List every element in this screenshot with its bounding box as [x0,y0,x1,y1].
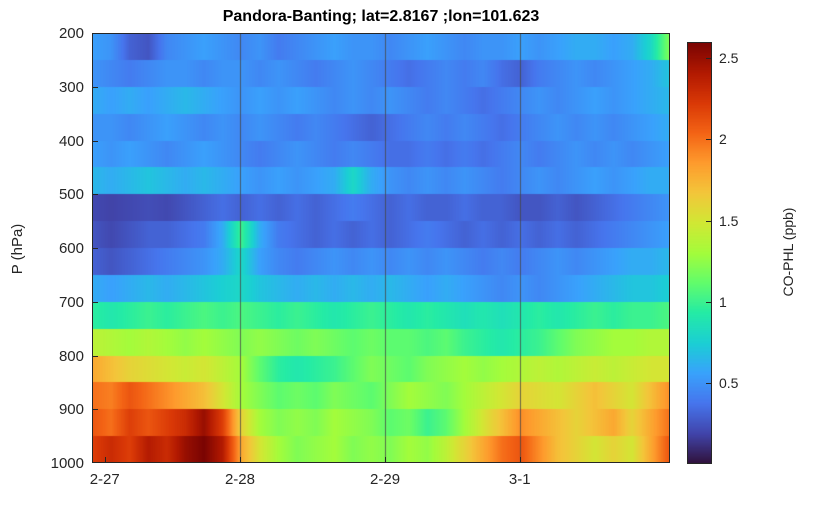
y-tick-mark [93,194,98,196]
chart-title: Pandora-Banting; lat=2.8167 ;lon=101.623 [222,8,540,25]
colorbar-tick-label: 1 [719,293,727,310]
x-tick-label: 2-28 [224,471,255,488]
y-tick-mark [93,355,98,357]
colorbar-tick-label: 0.5 [719,374,739,391]
x-tick-label: 3-1 [508,471,531,488]
y-tick-mark [93,409,98,411]
colorbar-tick-mark [706,221,711,222]
y-tick-mark [93,140,98,142]
colorbar-tick-label: 2.5 [719,50,739,67]
y-tick-label: 300 [58,78,84,96]
y-tick-label: 700 [58,293,84,311]
y-tick-label: 400 [58,132,84,150]
y-axis-label: P (hPa) [9,223,26,275]
y-tick-mark [93,248,98,249]
colorbar-tick-mark [706,58,711,59]
y-tick-label: 900 [58,401,84,419]
colorbar-tick-mark [706,139,711,140]
y-tick-label: 500 [58,186,84,204]
x-tick-label: 2-29 [370,471,401,488]
colorbar-tick-mark [706,302,711,303]
y-tick-mark [93,86,98,88]
heatmap-canvas [92,33,670,463]
colorbar-canvas [687,42,712,464]
y-tick-label: 200 [58,25,84,42]
y-tick-label: 1000 [50,455,84,472]
colorbar [687,42,712,464]
y-tick-label: 800 [58,347,84,365]
colorbar-label: CO-PHL (ppb) [780,207,796,297]
x-tick-mark [520,457,521,462]
colorbar-tick-mark [706,383,711,384]
y-tick-label: 600 [58,240,84,257]
y-tick-mark [93,462,98,463]
colorbar-tick-label: 2 [719,131,727,148]
x-tick-label: 2-27 [89,471,120,488]
x-tick-mark [385,457,386,462]
x-tick-mark [240,457,241,462]
colorbar-tick-label: 1.5 [719,212,739,229]
y-tick-mark [93,301,98,303]
y-tick-mark [93,33,98,34]
x-tick-mark [105,457,106,462]
plot-area [92,33,670,463]
